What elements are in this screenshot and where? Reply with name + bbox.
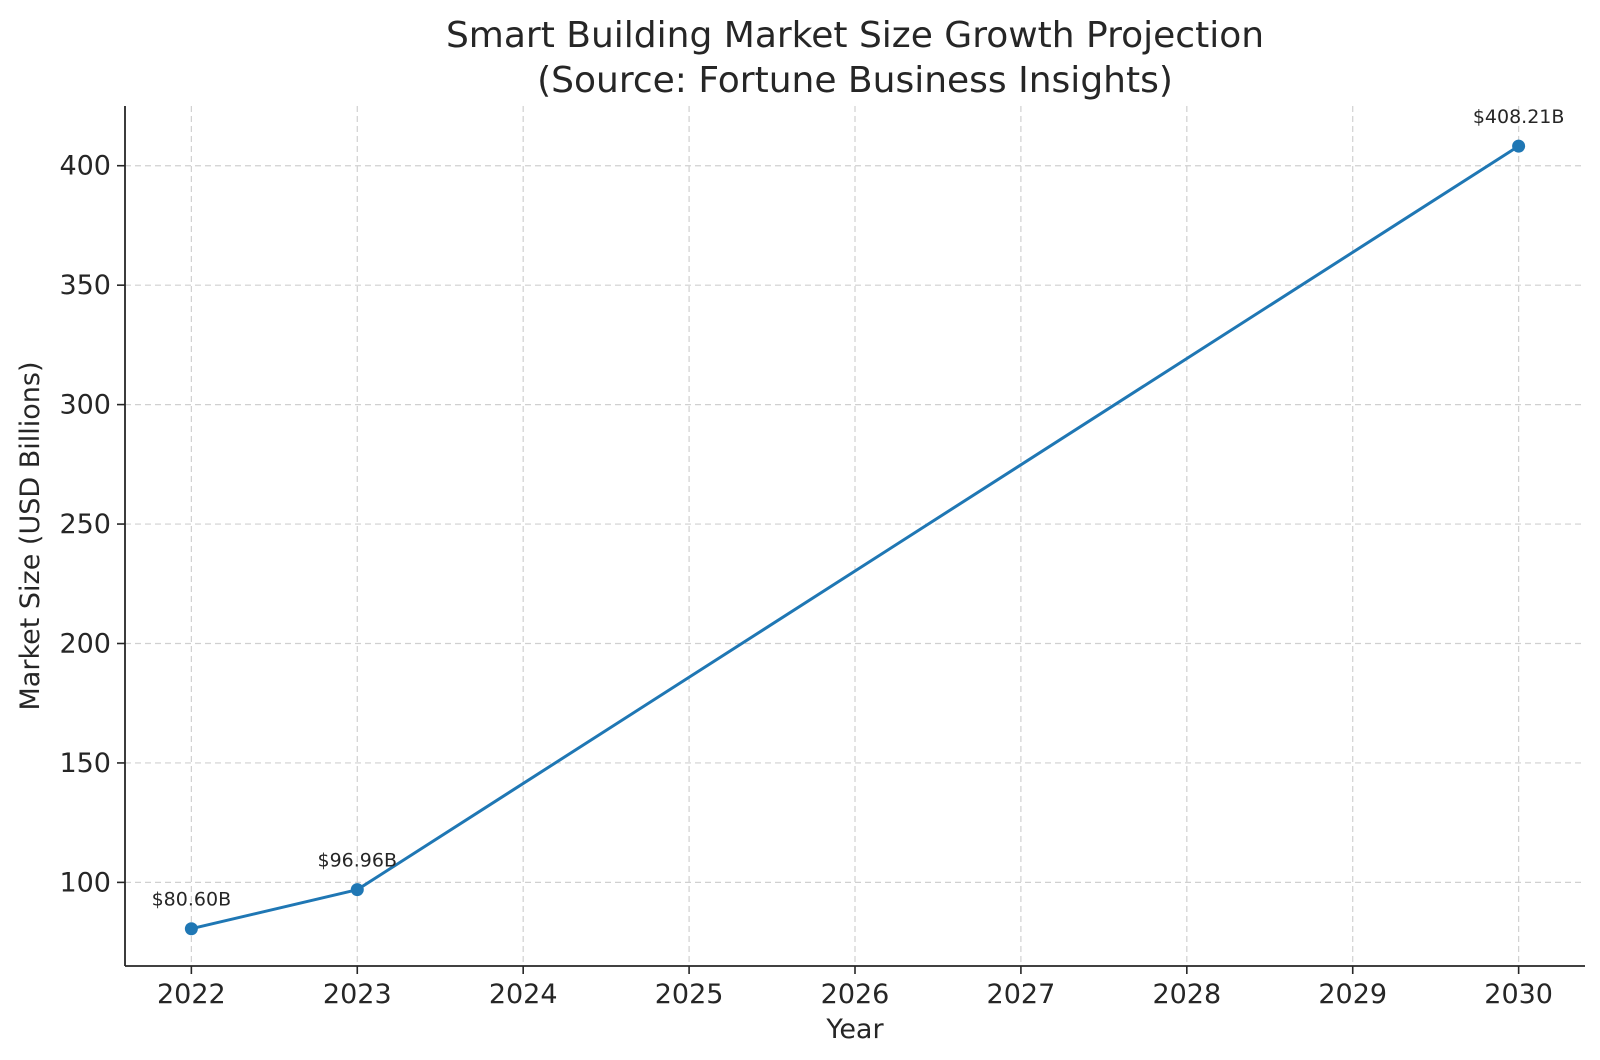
y-tick-label: 250 <box>59 509 111 540</box>
data-point-marker <box>1512 139 1526 153</box>
y-axis-label: Market Size (USD Billions) <box>15 362 46 711</box>
x-tick-label: 2030 <box>1484 979 1553 1010</box>
x-tick-label: 2027 <box>987 979 1056 1010</box>
chart-title: Smart Building Market Size Growth Projec… <box>446 15 1264 101</box>
data-point-label: $96.96B <box>318 850 398 872</box>
y-tick-label: 300 <box>59 390 111 421</box>
x-axis-label: Year <box>825 1014 884 1045</box>
x-tick-label: 2028 <box>1152 979 1221 1010</box>
x-tick-label: 2029 <box>1318 979 1387 1010</box>
series-line <box>184 139 1526 936</box>
y-tick-label: 350 <box>59 270 111 301</box>
data-labels: $80.60B $96.96B $408.21B <box>152 106 1565 911</box>
x-tick-label: 2022 <box>157 979 226 1010</box>
chart-title-line: Smart Building Market Size Growth Projec… <box>446 15 1264 56</box>
data-point-label: $80.60B <box>152 889 232 911</box>
grid-lines <box>125 106 1585 966</box>
y-tick-label: 400 <box>59 151 111 182</box>
y-tick-label: 150 <box>59 748 111 779</box>
x-tick-label: 2024 <box>489 979 558 1010</box>
chart-subtitle-line: (Source: Fortune Business Insights) <box>537 60 1173 101</box>
x-tick-label: 2026 <box>821 979 890 1010</box>
data-point-marker <box>184 922 198 936</box>
y-tick-label: 100 <box>59 867 111 898</box>
data-point-label: $408.21B <box>1473 106 1565 128</box>
x-tick-label: 2025 <box>655 979 724 1010</box>
x-tick-label: 2023 <box>323 979 392 1010</box>
axis-ticks: 2022 2023 2024 2025 2026 2027 2028 2029 2030 100 1… <box>59 151 1553 1010</box>
data-point-marker <box>350 883 364 897</box>
y-tick-label: 200 <box>59 629 111 660</box>
